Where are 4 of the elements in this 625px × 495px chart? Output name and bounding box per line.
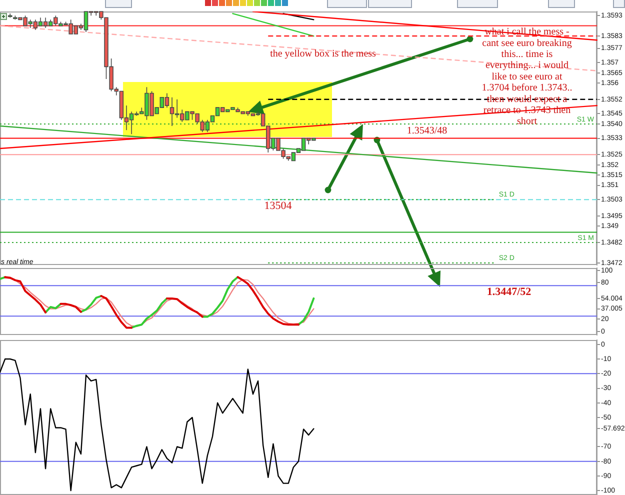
annotation: 1.3447/52	[486, 286, 532, 298]
annotation: the yellow box is the mess	[270, 48, 376, 60]
annotation: 13504	[264, 200, 292, 212]
annotation: 1.3543/48	[406, 126, 448, 137]
